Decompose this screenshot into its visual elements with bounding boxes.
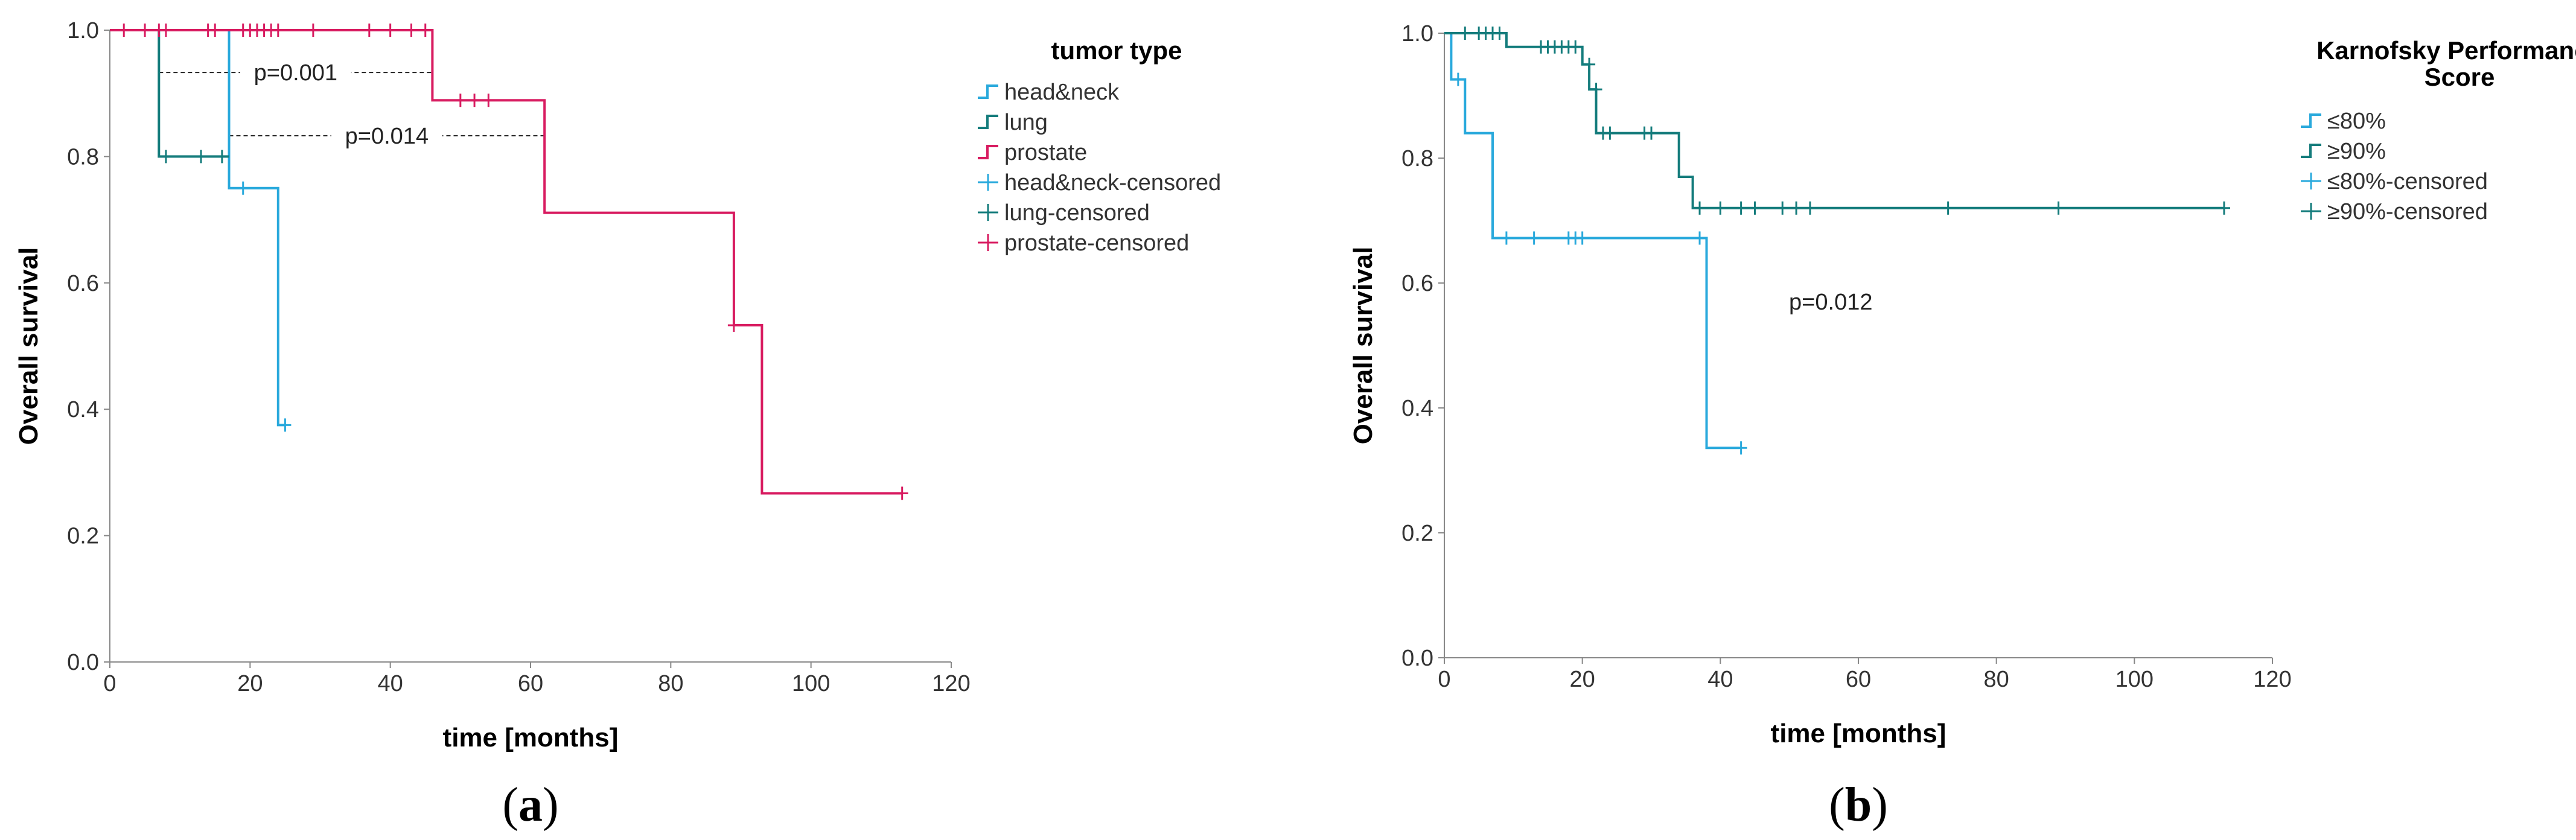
y-tick-label: 0.4 (67, 397, 99, 422)
x-tick-label: 40 (378, 671, 403, 696)
legend-step-swatch (978, 115, 998, 129)
survival-curve-2 (110, 29, 902, 495)
legend-label: prostate (1004, 140, 1087, 165)
y-tick-label: 1.0 (67, 18, 99, 43)
legend-label: head&neck (1004, 80, 1120, 105)
p-value-label: p=0.012 (1789, 290, 1872, 315)
x-tick-label: 40 (1707, 667, 1733, 692)
legend-label: prostate-censored (1004, 231, 1189, 256)
panel-label: (a) (502, 778, 558, 832)
x-tick-label: 0 (1438, 667, 1450, 692)
legend-step-swatch (2301, 144, 2321, 158)
x-axis-title: time [months] (1771, 719, 1946, 748)
legend-label: head&neck-censored (1004, 170, 1221, 196)
x-tick-label: 80 (1984, 667, 2009, 692)
panel-label-letter: b (1845, 778, 1872, 832)
x-axis-title: time [months] (443, 723, 619, 752)
legend-label: lung (1004, 110, 1048, 135)
x-tick-label: 20 (1570, 667, 1595, 692)
y-axis-title: Overall survival (14, 247, 43, 445)
y-tick-label: 0.2 (67, 524, 99, 549)
y-axis-title: Overall survival (1348, 247, 1378, 445)
legend-label: ≤80%-censored (2327, 169, 2488, 194)
panel-label: (b) (1829, 778, 1888, 832)
y-tick-label: 1.0 (1401, 21, 1433, 46)
x-tick-label: 0 (103, 671, 116, 696)
p-value-label: p=0.014 (345, 124, 429, 149)
survival-curve-1 (1444, 32, 2224, 209)
chart-panel-a: 0 20 40 60 80 100 120 0.0 0.2 0.4 0.6 0.8 1.0 time [m… (14, 18, 1221, 832)
survival-curve-0 (1444, 32, 1741, 450)
x-tick-label: 120 (2253, 667, 2291, 692)
legend-step-swatch (978, 84, 998, 99)
chart-panel-b: 0 20 40 60 80 100 120 0.0 0.2 0.4 0.6 0.8 1.0 time [m… (1348, 21, 2576, 832)
legend-title: Score (2425, 63, 2495, 91)
y-tick-label: 0.8 (1401, 146, 1433, 171)
panel-label-letter: a (518, 778, 543, 832)
y-tick-label: 0.0 (1401, 646, 1433, 671)
x-tick-label: 100 (792, 671, 830, 696)
p-value-label: p=0.001 (254, 60, 337, 86)
p-value-label-bg (240, 58, 351, 86)
legend-label: ≥90% (2327, 139, 2386, 164)
y-tick-label: 0.6 (1401, 271, 1433, 296)
y-tick-label: 0.8 (67, 144, 99, 170)
x-tick-label: 60 (1846, 667, 1871, 692)
x-tick-label: 120 (932, 671, 970, 696)
x-tick-label: 60 (518, 671, 543, 696)
y-tick-label: 0.2 (1401, 521, 1433, 546)
x-tick-label: 80 (658, 671, 683, 696)
x-tick-label: 20 (237, 671, 263, 696)
legend-step-swatch (978, 145, 998, 159)
legend-step-swatch (2301, 113, 2321, 128)
survival-curve-0 (110, 29, 285, 427)
survival-curve-1 (110, 29, 229, 158)
p-value-label-bg (331, 121, 442, 149)
legend-title: tumor type (1051, 36, 1182, 65)
x-tick-label: 100 (2115, 667, 2154, 692)
y-tick-label: 0.0 (67, 650, 99, 675)
legend-label: lung-censored (1004, 200, 1150, 226)
legend-label: ≥90%-censored (2327, 199, 2488, 224)
y-tick-label: 0.6 (67, 271, 99, 296)
y-tick-label: 0.4 (1401, 396, 1433, 421)
legend-label: ≤80% (2327, 109, 2386, 134)
legend-title: Karnofsky Performance (2316, 36, 2576, 65)
